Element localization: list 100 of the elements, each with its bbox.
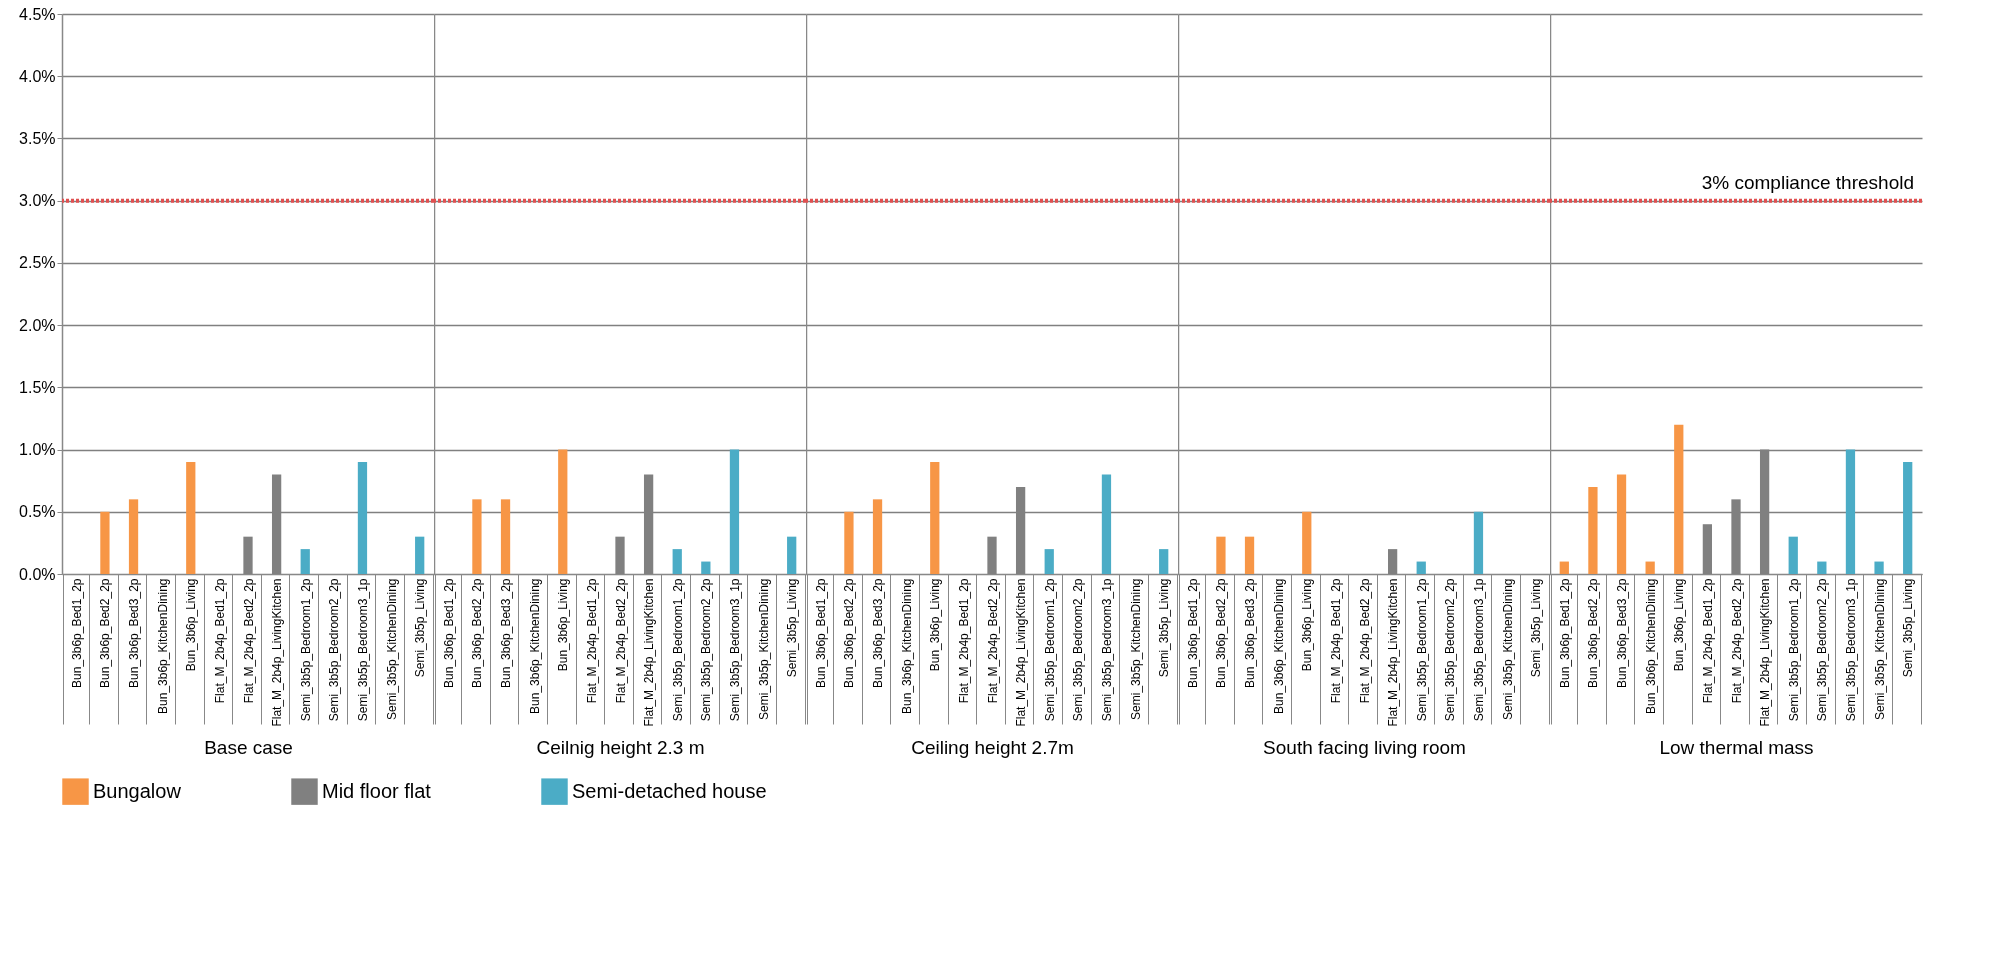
x-axis-title: South facing living room <box>1263 736 1466 758</box>
x-tick-label: Bun_3b6p_KitchenDining <box>527 578 542 714</box>
x-tick-label: Bun_3b6p_Living <box>184 578 199 672</box>
bar <box>558 449 568 574</box>
bar <box>1473 511 1484 574</box>
bar <box>1845 449 1856 574</box>
x-tick-label: Bun_3b6p_Bed1_2p <box>813 578 828 688</box>
bar <box>186 462 196 574</box>
x-tick-label: Flat_M_2b4p_LivingKitchen <box>1758 578 1773 727</box>
bar <box>1674 424 1684 574</box>
bar <box>729 449 740 574</box>
y-tick-label: 1.0% <box>19 441 56 459</box>
legend-label: Semi-detached house <box>572 779 767 802</box>
bar <box>1817 561 1827 574</box>
ref-line-label: 3% compliance threshold <box>1701 171 1914 193</box>
bar <box>1416 561 1426 574</box>
bar <box>357 462 368 574</box>
bar <box>1101 474 1112 574</box>
bar <box>415 536 425 574</box>
x-tick-label: Bun_3b6p_KitchenDining <box>155 578 170 714</box>
x-tick-label: Semi_3b5p_Living <box>1529 578 1544 678</box>
x-tick-label: Bun_3b6p_Bed2_2p <box>470 578 485 688</box>
x-tick-label: Semi_3b5p_Bedroom2_2p <box>1443 578 1458 722</box>
legend-label: Mid floor flat <box>322 779 432 802</box>
x-tick-label: Semi_3b5p_KitchenDining <box>384 578 399 720</box>
x-tick-label: Semi_3b5p_Bedroom1_2p <box>1414 578 1429 722</box>
x-axis-title: Ceilnig height 2.3 m <box>536 736 705 758</box>
x-tick-label: Semi_3b5p_Bedroom3_1p <box>355 578 370 722</box>
x-tick-label: Flat_M_2b4p_Bed2_2p <box>241 578 256 704</box>
bar <box>1903 462 1913 574</box>
x-tick-label: Flat_M_2b4p_Bed1_2p <box>584 578 599 704</box>
x-tick-label: Semi_3b5p_Bedroom2_2p <box>699 578 714 722</box>
x-tick-label: Bun_3b6p_Bed3_2p <box>1615 578 1630 688</box>
x-tick-label: Semi_3b5p_KitchenDining <box>1128 578 1143 720</box>
x-tick-label: Flat_M_2b4p_Bed2_2p <box>1357 578 1372 704</box>
bar <box>1645 561 1655 574</box>
x-tick-label: Bun_3b6p_Bed2_2p <box>1214 578 1229 688</box>
x-tick-label: Semi_3b5p_Bedroom2_2p <box>327 578 342 722</box>
x-tick-label: Bun_3b6p_Bed3_2p <box>499 578 514 688</box>
x-tick-label: Flat_M_2b4p_Bed1_2p <box>212 578 227 704</box>
x-tick-label: Bun_3b6p_Bed1_2p <box>1185 578 1200 688</box>
x-tick-label: Semi_3b5p_KitchenDining <box>1872 578 1887 720</box>
x-tick-label: Semi_3b5p_Bedroom1_2p <box>298 578 313 722</box>
bar <box>1559 561 1569 574</box>
x-axis-title: Low thermal mass <box>1659 736 1814 758</box>
bar <box>844 511 854 574</box>
x-tick-label: Semi_3b5p_KitchenDining <box>1500 578 1515 720</box>
bar <box>672 549 682 574</box>
x-tick-label: Flat_M_2b4p_Bed1_2p <box>1700 578 1715 704</box>
x-tick-label: Bun_3b6p_Bed1_2p <box>441 578 456 688</box>
x-tick-label: Semi_3b5p_Bedroom3_1p <box>727 578 742 722</box>
x-tick-label: Bun_3b6p_KitchenDining <box>1271 578 1286 714</box>
y-tick-label: 1.5% <box>19 378 56 396</box>
x-tick-label: Flat_M_2b4p_Bed1_2p <box>1328 578 1343 704</box>
bar <box>1588 486 1598 574</box>
x-tick-label: Bun_3b6p_Living <box>1672 578 1687 672</box>
x-tick-label: Bun_3b6p_Bed3_2p <box>871 578 886 688</box>
x-tick-label: Flat_M_2b4p_LivingKitchen <box>1014 578 1029 727</box>
y-tick-label: 4.0% <box>19 67 56 85</box>
x-tick-label: Bun_3b6p_Bed3_2p <box>1243 578 1258 688</box>
x-tick-label: Semi_3b5p_Bedroom2_2p <box>1815 578 1830 722</box>
x-tick-label: Bun_3b6p_KitchenDining <box>1643 578 1658 714</box>
y-tick-label: 2.5% <box>19 254 56 272</box>
bar <box>872 499 883 574</box>
x-tick-label: Bun_3b6p_Bed2_2p <box>1586 578 1601 688</box>
bar <box>701 561 711 574</box>
bar <box>500 499 511 574</box>
y-tick-label: 2.0% <box>19 316 56 334</box>
x-tick-label: Semi_3b5p_Bedroom3_1p <box>1471 578 1486 722</box>
x-tick-label: Bun_3b6p_Living <box>556 578 571 672</box>
bar <box>1244 536 1255 574</box>
y-tick-label: 0.5% <box>19 503 56 521</box>
legend-label: Bungalow <box>93 779 182 802</box>
x-tick-label: Bun_3b6p_Bed2_2p <box>98 578 113 688</box>
x-tick-label: Semi_3b5p_KitchenDining <box>756 578 771 720</box>
x-tick-label: Bun_3b6p_Bed1_2p <box>1557 578 1572 688</box>
x-tick-label: Semi_3b5p_Living <box>413 578 428 678</box>
x-tick-label: Flat_M_2b4p_LivingKitchen <box>1386 578 1401 727</box>
x-tick-label: Flat_M_2b4p_Bed2_2p <box>1729 578 1744 704</box>
x-tick-label: Bun_3b6p_Bed1_2p <box>69 578 84 688</box>
x-tick-label: Bun_3b6p_KitchenDining <box>899 578 914 714</box>
y-tick-label: 4.5% <box>19 5 56 23</box>
bar <box>472 499 482 574</box>
bar <box>100 511 110 574</box>
bar <box>1216 536 1226 574</box>
x-tick-label: Bun_3b6p_Bed2_2p <box>842 578 857 688</box>
x-tick-label: Bun_3b6p_Bed3_2p <box>127 578 142 688</box>
x-tick-label: Semi_3b5p_Bedroom1_2p <box>1786 578 1801 722</box>
x-tick-label: Semi_3b5p_Living <box>785 578 800 678</box>
bar <box>1616 474 1627 574</box>
bar <box>1044 549 1054 574</box>
bar <box>1159 549 1169 574</box>
x-tick-label: Semi_3b5p_Bedroom1_2p <box>1042 578 1057 722</box>
bar <box>128 499 139 574</box>
bar <box>300 549 310 574</box>
bar <box>930 462 940 574</box>
y-tick-label: 0.0% <box>19 565 56 583</box>
bar <box>787 536 797 574</box>
x-tick-label: Semi_3b5p_Living <box>1901 578 1916 678</box>
y-tick-label: 3.0% <box>19 192 56 210</box>
